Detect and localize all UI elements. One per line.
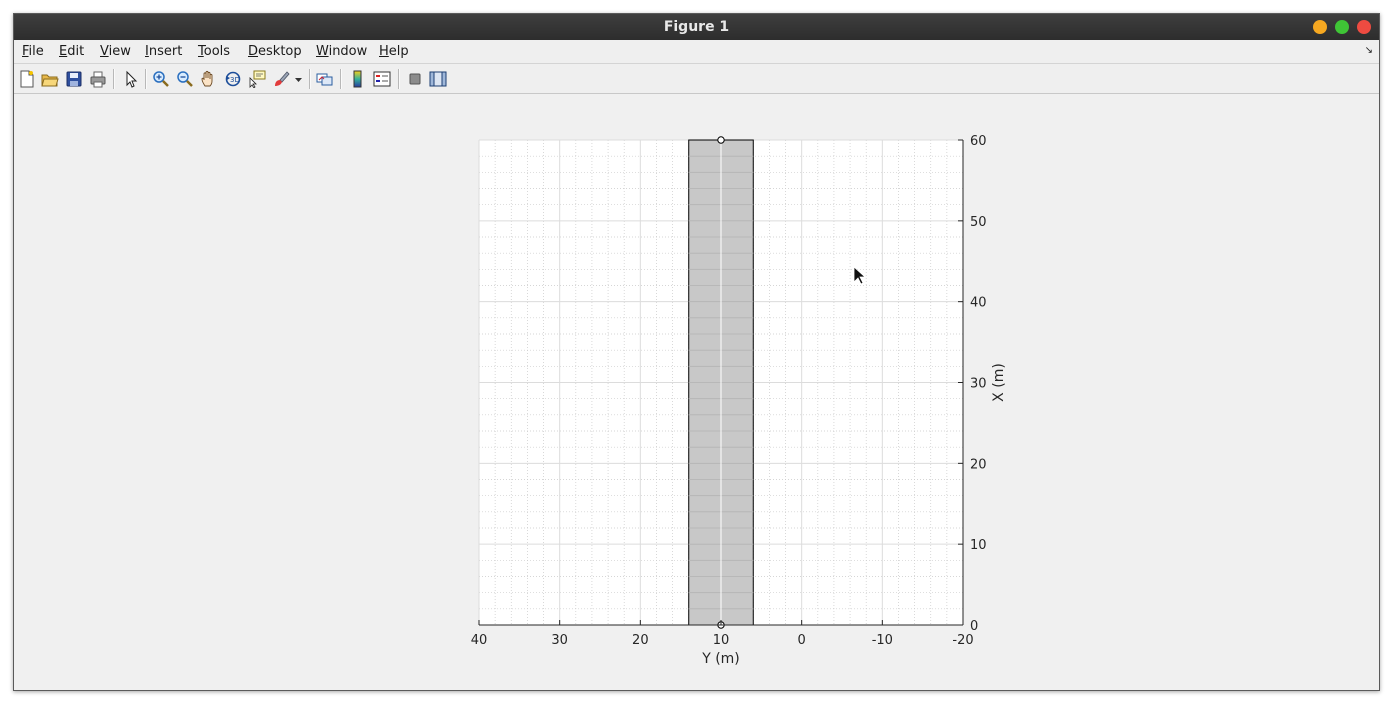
menu-desktop[interactable]: Desktop [248,44,302,59]
figure-window: Figure 1 File Edit View Insert Tools Des… [13,13,1380,691]
brush-dropdown-icon[interactable] [295,78,302,83]
x-tick-label: 10 [713,633,730,648]
y-axis-label: X (m) [991,363,1007,402]
save-icon[interactable] [65,70,83,88]
new-figure-icon[interactable] [18,70,36,88]
menu-help[interactable]: Help [379,44,409,59]
maximize-button[interactable] [1335,20,1349,34]
x-axis-label: Y (m) [701,651,740,667]
data-cursor-icon[interactable] [248,70,266,88]
dock-arrow-icon[interactable]: ↘ [1364,45,1373,56]
zoom-in-icon[interactable] [152,70,170,88]
y-tick-label: 60 [970,134,987,149]
toolbar-separator [145,69,147,89]
menu-tools[interactable]: Tools [198,44,231,59]
toolbar-separator [340,69,342,89]
menu-edit[interactable]: Edit [59,44,85,59]
colorbar-icon[interactable] [349,70,367,88]
title-bar[interactable]: Figure 1 [14,14,1379,40]
y-tick-label: 30 [970,377,987,392]
figure-toolbar: 3D [14,64,1379,94]
zoom-out-icon[interactable] [176,70,194,88]
edit-plot-icon[interactable] [122,70,140,88]
window-title: Figure 1 [663,19,730,35]
toolbar-separator [398,69,400,89]
pan-icon[interactable] [200,70,218,88]
open-file-icon[interactable] [41,70,59,88]
menu-view[interactable]: View [100,44,131,59]
rotate-3d-icon[interactable]: 3D [224,70,242,88]
menu-bar: File Edit View Insert Tools Desktop Wind… [14,40,1379,64]
hide-plot-tools-icon[interactable] [406,70,424,88]
toolbar-separator [113,69,115,89]
y-tick-label: 20 [970,457,987,472]
mouse-pointer-icon [853,266,867,285]
y-tick-label: 10 [970,538,987,553]
x-tick-label: 0 [798,633,806,648]
close-button[interactable] [1357,20,1371,34]
y-tick-label: 40 [970,296,987,311]
x-tick-label: 30 [551,633,568,648]
x-tick-label: -20 [952,633,973,648]
x-tick-label: 20 [632,633,649,648]
print-icon[interactable] [89,70,107,88]
x-tick-label: 40 [471,633,488,648]
legend-icon[interactable] [373,70,391,88]
menu-insert[interactable]: Insert [145,44,183,59]
svg-text:3D: 3D [230,76,240,84]
link-plot-icon[interactable] [316,70,334,88]
toolbar-separator [309,69,311,89]
y-tick-label: 0 [970,619,978,634]
menu-window[interactable]: Window [316,44,368,59]
brush-icon[interactable] [272,70,290,88]
x-tick-label: -10 [872,633,893,648]
minimize-button[interactable] [1313,20,1327,34]
y-tick-label: 50 [970,215,987,230]
end-waypoint [717,136,725,144]
menu-file[interactable]: File [22,44,44,59]
show-plot-tools-icon[interactable] [429,70,447,88]
figure-canvas[interactable]: 40 30 20 10 0 -10 -20 0 10 20 30 40 50 60 Y (m) X (m) [14,94,1379,690]
